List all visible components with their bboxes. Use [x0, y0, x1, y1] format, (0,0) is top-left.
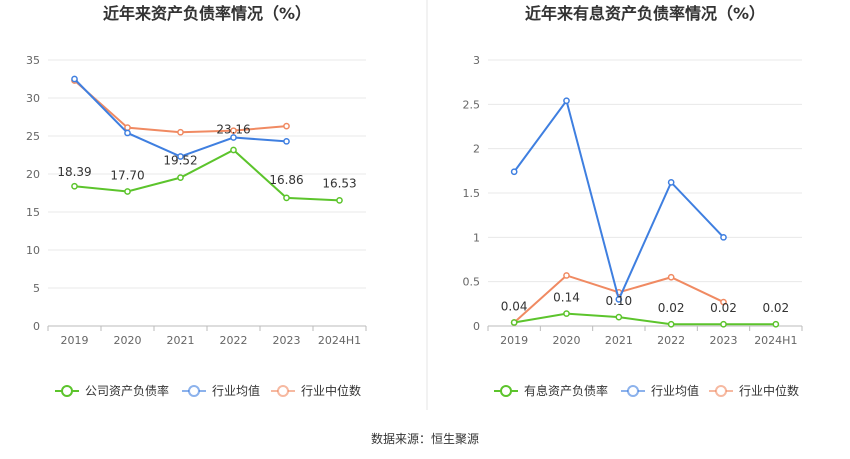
- data-point-1: [563, 97, 570, 105]
- series-line-1: [513, 98, 725, 303]
- data-point-0: [563, 310, 570, 317]
- data-point-0: [615, 313, 623, 321]
- data-point-2: [720, 298, 727, 306]
- data-point-2: [177, 128, 184, 136]
- data-point-0: [720, 320, 727, 328]
- legend-swatch-marker: [627, 385, 639, 397]
- legend-label: 有息资产负债率: [524, 383, 608, 398]
- legend-label: 公司资产负债率: [85, 383, 169, 398]
- data-point-2: [124, 124, 131, 131]
- series-line-0: [74, 148, 340, 202]
- legend-label: 行业均值: [212, 383, 260, 398]
- y-tick-label: 25: [26, 130, 40, 143]
- data-point-1: [510, 168, 518, 176]
- data-point-0: [230, 146, 237, 154]
- y-tick-label: 15: [26, 206, 40, 219]
- data-point-0: [510, 319, 518, 326]
- y-tick-label: 10: [26, 244, 40, 257]
- legend-swatch-marker: [277, 385, 289, 397]
- y-tick-label: 0: [33, 320, 40, 333]
- x-tick-label: 2019: [500, 334, 528, 347]
- legend-label: 行业中位数: [739, 383, 799, 398]
- x-tick-label: 2020: [553, 334, 581, 347]
- y-tick-label: 35: [26, 54, 40, 67]
- data-point-2: [230, 127, 237, 135]
- chart-title: 近年来有息资产负债率情况（%）: [525, 4, 765, 23]
- data-label: 0.02: [658, 301, 685, 315]
- x-tick-label: 2021: [605, 334, 633, 347]
- data-point-2: [283, 122, 290, 130]
- legend-label: 行业均值: [651, 383, 699, 398]
- chart-debt-ratio: 近年来资产负债率情况（%） 0 5 10 15 20 25 30 35 2019 2020 2021 2…: [26, 4, 367, 398]
- data-label: 0.10: [605, 294, 632, 308]
- x-tick-label: 2023: [710, 334, 738, 347]
- x-tick-label: 2022: [657, 334, 685, 347]
- data-label: 0.02: [762, 301, 789, 315]
- y-tick-label: 0.5: [463, 276, 481, 289]
- x-tick-label: 2019: [61, 334, 89, 347]
- x-tick-label: 2024H1: [754, 334, 797, 347]
- data-label: 16.53: [322, 176, 356, 190]
- x-tick-label: 2024H1: [318, 334, 361, 347]
- data-point-1: [615, 296, 623, 303]
- data-point-0: [177, 174, 184, 181]
- y-tick-label: 3: [473, 54, 480, 67]
- data-point-0: [667, 320, 675, 328]
- chart-interest-debt-ratio: 近年来有息资产负债率情况（%） 0 0.5 1 1.5 2 2.5 3 2019 2020 2021…: [463, 4, 803, 398]
- data-label: 0.14: [553, 291, 580, 305]
- data-label: 18.39: [57, 165, 91, 179]
- data-point-1: [71, 75, 78, 83]
- data-point-1: [124, 129, 131, 137]
- legend-swatch-marker: [188, 385, 200, 397]
- legend-swatch-marker: [715, 385, 727, 397]
- data-point-2: [563, 272, 570, 279]
- data-label: 16.86: [269, 173, 303, 187]
- series-line-1: [73, 78, 287, 158]
- data-point-0: [772, 320, 780, 328]
- chart-title: 近年来资产负债率情况（%）: [103, 4, 311, 23]
- data-source-note: 数据来源：恒生聚源: [370, 432, 479, 446]
- data-label: 23.16: [216, 123, 250, 137]
- data-point-0: [71, 182, 78, 190]
- legend-label: 行业中位数: [301, 383, 361, 398]
- data-point-1: [283, 137, 290, 145]
- data-point-2: [667, 273, 675, 281]
- y-tick-label: 2: [473, 143, 480, 156]
- data-point-0: [336, 197, 343, 204]
- data-point-1: [230, 134, 237, 141]
- data-label: 0.02: [710, 301, 737, 315]
- x-tick-label: 2020: [114, 334, 142, 347]
- data-point-1: [720, 233, 727, 241]
- y-tick-label: 20: [26, 168, 40, 181]
- data-label: 19.52: [163, 154, 197, 168]
- y-tick-label: 2.5: [463, 98, 481, 111]
- data-label: 0.04: [501, 299, 528, 313]
- data-label: 17.70: [110, 168, 144, 182]
- data-point-1: [177, 153, 184, 160]
- series-line-2: [73, 79, 287, 134]
- data-point-1: [667, 179, 675, 186]
- y-tick-label: 5: [33, 282, 40, 295]
- legend-swatch-marker: [500, 385, 512, 397]
- y-tick-label: 1.5: [463, 187, 481, 200]
- y-tick-label: 1: [473, 231, 480, 244]
- series-line-0: [513, 312, 776, 326]
- legend-swatch-marker: [61, 385, 73, 397]
- y-tick-label: 30: [26, 92, 40, 105]
- y-tick-label: 0: [473, 320, 480, 333]
- x-tick-label: 2023: [273, 334, 301, 347]
- data-point-0: [283, 194, 290, 202]
- data-point-0: [124, 188, 131, 195]
- x-tick-label: 2021: [167, 334, 195, 347]
- x-tick-label: 2022: [220, 334, 248, 347]
